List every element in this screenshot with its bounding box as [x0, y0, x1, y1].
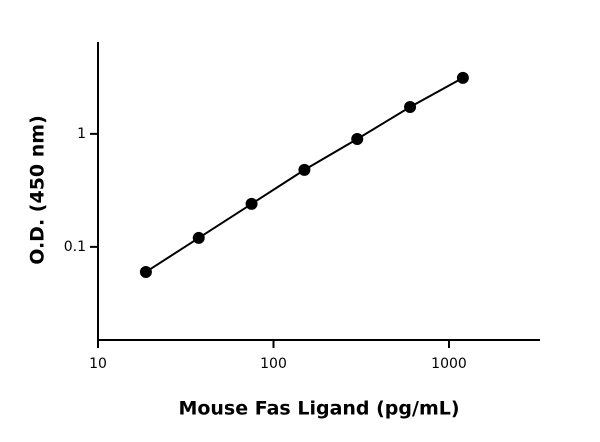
data-point: [404, 100, 417, 113]
x-tick-label: 100: [260, 356, 287, 372]
data-point: [298, 163, 311, 176]
data-point: [139, 265, 152, 278]
x-tick-label: 10: [89, 356, 107, 372]
y-axis-title: O.D. (450 nm): [27, 115, 49, 265]
data-point: [351, 133, 364, 146]
data-point: [456, 71, 469, 84]
y-tick-label: 0.1: [64, 239, 86, 255]
data-point: [245, 197, 258, 210]
data-point: [192, 231, 205, 244]
x-tick-label: 1000: [431, 356, 467, 372]
x-axis-title: Mouse Fas Ligand (pg/mL): [178, 398, 459, 420]
y-tick-label: 1: [77, 126, 86, 142]
